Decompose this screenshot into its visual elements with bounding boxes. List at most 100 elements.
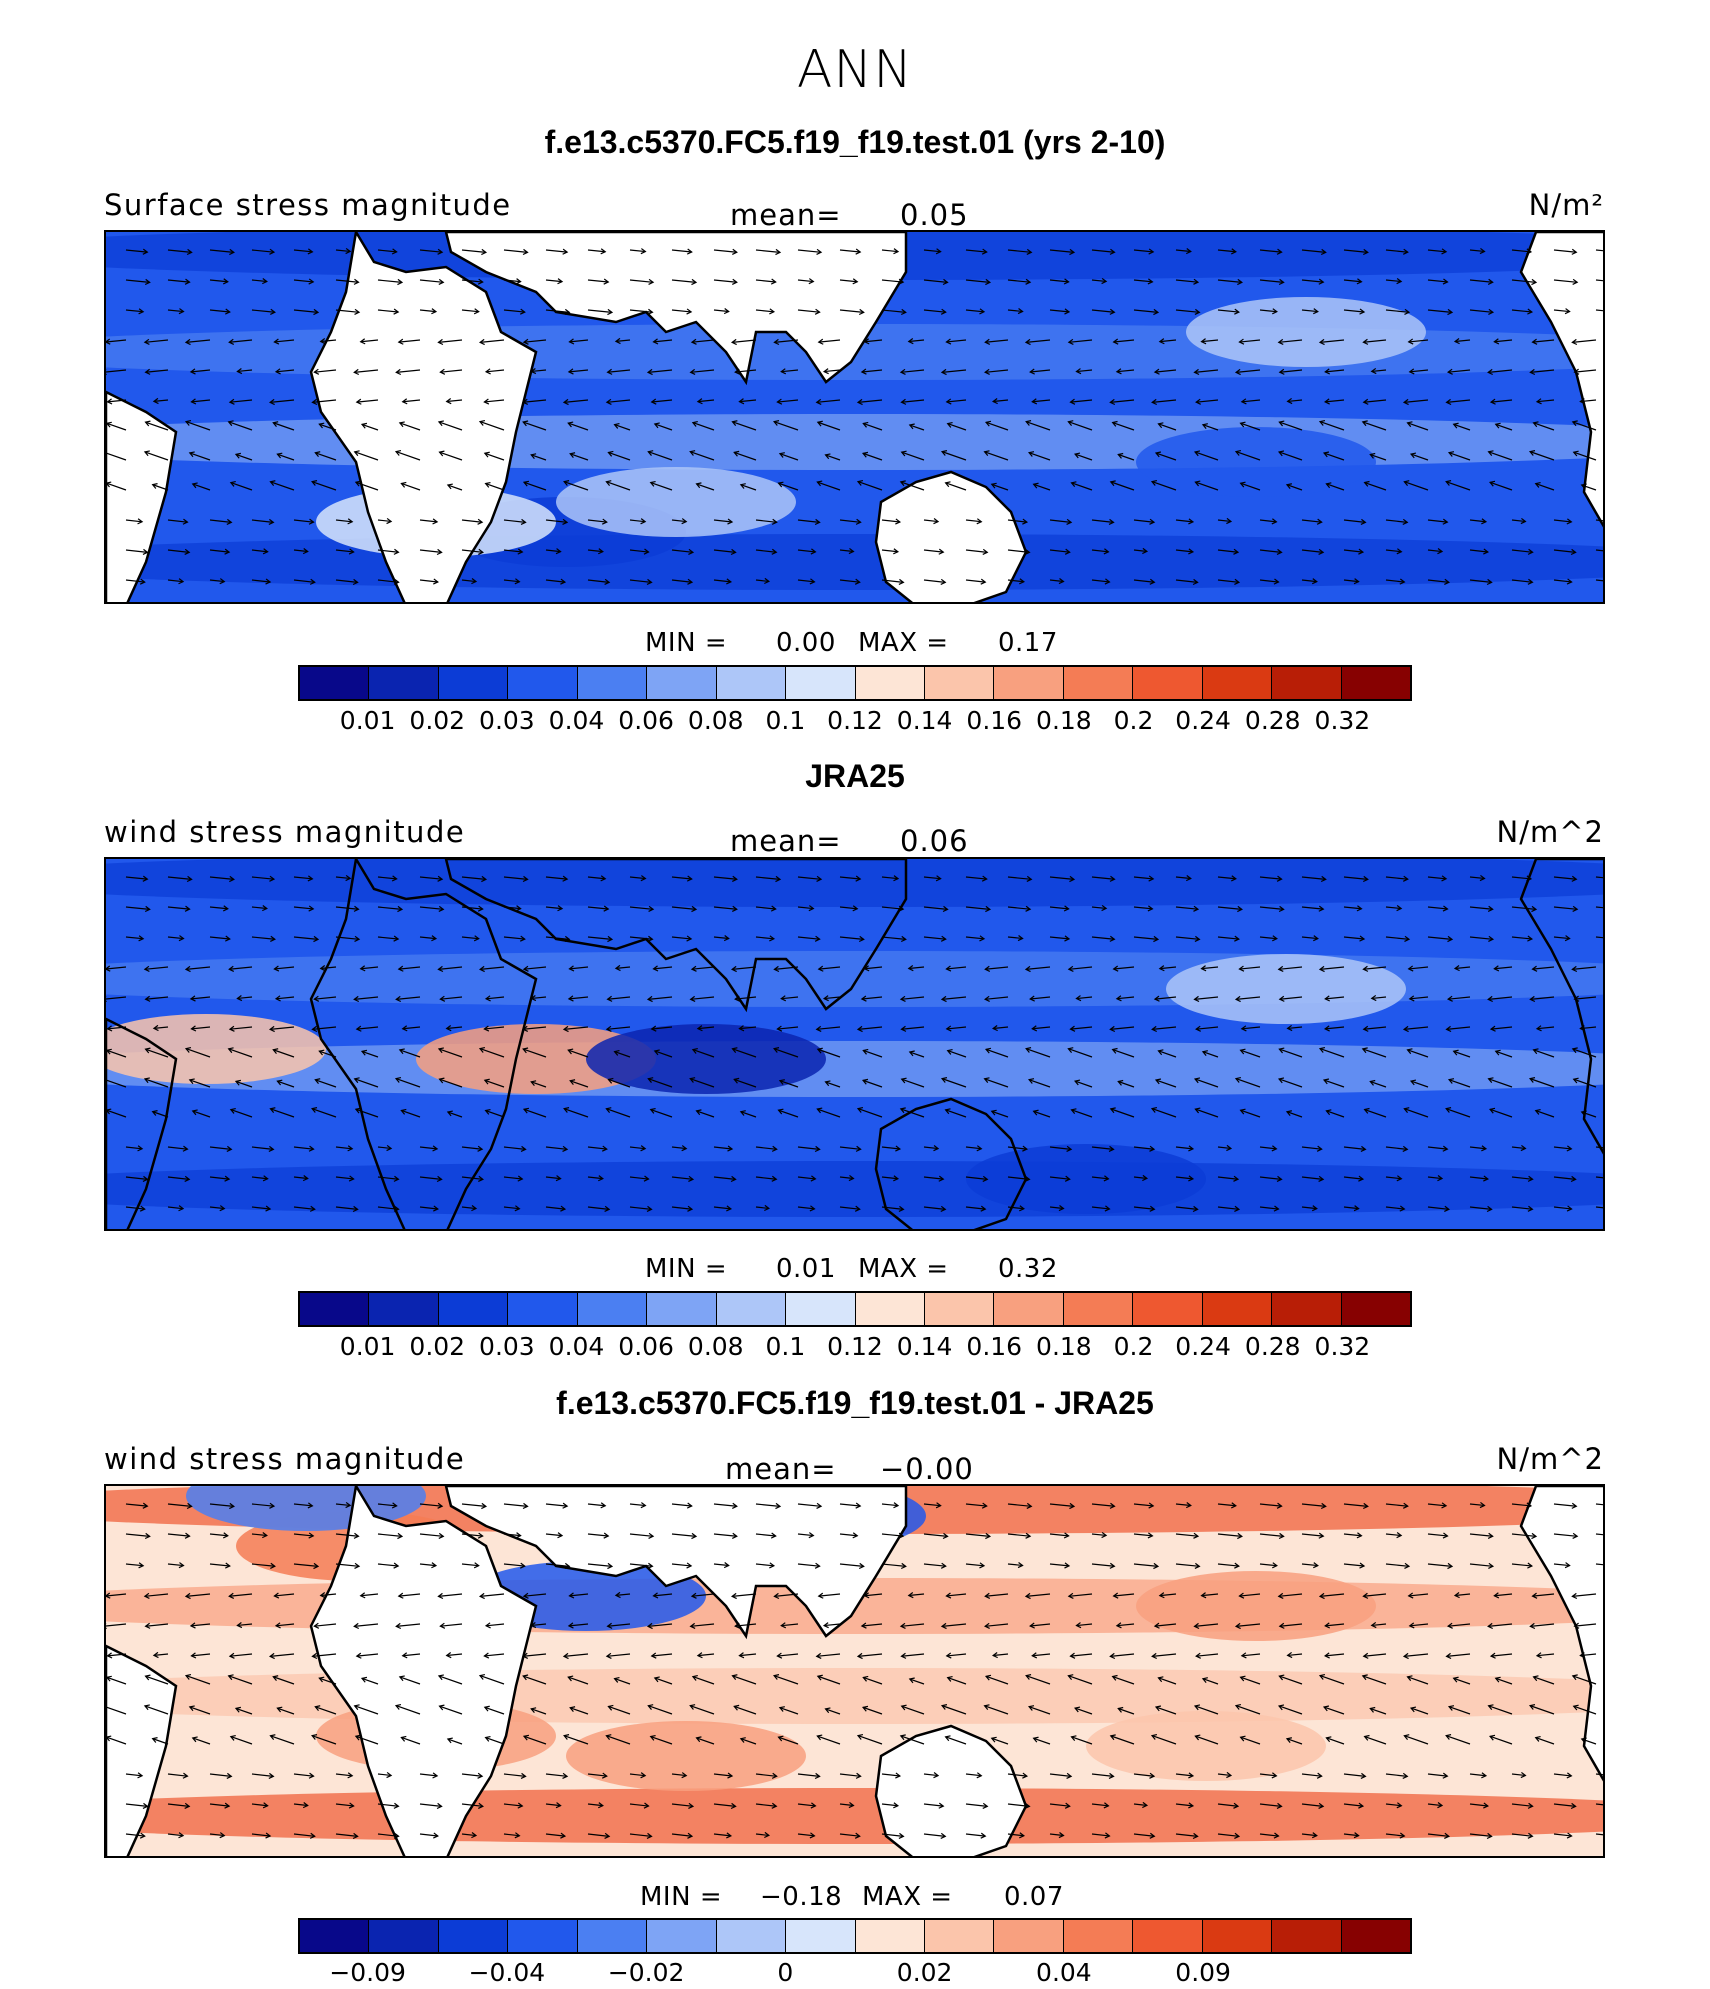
stress-vector [1553, 1206, 1572, 1210]
stress-vector [1112, 1048, 1135, 1058]
colorbar-tick-label: 0 [777, 1958, 794, 1987]
stress-vector-head [151, 1737, 158, 1743]
stress-vector [167, 906, 190, 910]
stress-vector [335, 579, 358, 583]
stress-vector [1259, 1833, 1279, 1837]
stress-vector [563, 1108, 589, 1118]
stress-vector [1074, 1080, 1093, 1088]
stress-vector [461, 309, 479, 313]
stress-vector [185, 339, 211, 343]
panel-3-map [104, 1484, 1605, 1858]
field-contour [1166, 954, 1406, 1024]
stress-vector-head [764, 577, 771, 585]
stress-vector [354, 451, 379, 461]
stress-vector-head [982, 1175, 989, 1182]
stress-vector [1427, 1833, 1449, 1837]
stress-vector [1535, 1737, 1555, 1745]
stress-vector-head [893, 875, 900, 882]
stress-vector-head [614, 964, 621, 972]
stress-vector [1217, 1146, 1231, 1150]
stress-vector-head [613, 422, 620, 429]
colorbar-tick-label: 0.12 [827, 1332, 883, 1361]
field-contour [566, 1721, 806, 1791]
stress-vector [755, 1803, 777, 1807]
stress-vector-head [222, 1532, 229, 1539]
stress-vector-head [1058, 1831, 1065, 1839]
stress-vector [984, 1078, 1009, 1088]
stress-vector-head [726, 1832, 733, 1839]
stress-vector-head [391, 248, 398, 255]
stress-vector [377, 876, 397, 880]
stress-vector [732, 966, 757, 970]
stress-vector [503, 519, 526, 523]
stress-vector-head [1447, 451, 1455, 457]
stress-vector-head [980, 1832, 987, 1839]
stress-vector-head [520, 1772, 527, 1780]
stress-vector-head [1361, 1047, 1368, 1054]
stress-vector-head [568, 338, 575, 345]
stress-vector-head [1494, 1049, 1501, 1056]
stress-vector [1404, 1108, 1429, 1118]
stress-vector [1259, 1533, 1284, 1537]
stress-vector-head [222, 905, 229, 912]
stress-vector [152, 1111, 169, 1118]
stress-vector [946, 399, 967, 403]
stress-vector-head [1194, 1734, 1201, 1741]
stress-vector-head [1370, 367, 1377, 375]
stress-vector [314, 369, 337, 373]
colorbar-tick-label: 0.08 [687, 1332, 744, 1361]
stress-vector [354, 369, 379, 373]
stress-vector-head [983, 368, 990, 375]
stress-vector-head [1070, 481, 1077, 488]
stress-vector-head [603, 278, 610, 285]
stress-vector-head [391, 875, 398, 882]
stress-vector-head [519, 1562, 526, 1569]
stress-vector [777, 399, 799, 403]
stress-vector [1595, 1503, 1603, 1506]
stress-vector [1113, 1593, 1135, 1597]
stress-vector-head [269, 1734, 276, 1740]
stress-vector [568, 369, 589, 373]
stress-vector-head [1117, 1079, 1124, 1086]
stress-vector-head [437, 1047, 444, 1054]
stress-vector [396, 369, 421, 373]
stress-vector [274, 339, 295, 343]
stress-vector-head [1153, 1622, 1160, 1629]
panel-2-units: N/m^2 [1496, 815, 1604, 849]
stress-vector [167, 249, 192, 253]
stress-vector-head [822, 1622, 829, 1629]
stress-vector [545, 1503, 568, 1507]
stress-vector [1032, 399, 1051, 403]
stress-vector [209, 279, 228, 283]
stress-vector [900, 481, 925, 491]
stress-vector-head [1158, 965, 1165, 972]
stress-vector-head [144, 905, 151, 913]
stress-vector-head [1580, 483, 1587, 490]
stress-vector [209, 519, 232, 523]
stress-vector [228, 1675, 253, 1685]
stress-vector-head [397, 1532, 404, 1540]
stress-vector [1595, 1176, 1603, 1179]
stress-vector [755, 1503, 781, 1507]
stress-vector [647, 1623, 673, 1627]
stress-vector [1488, 1078, 1513, 1088]
stress-vector [1025, 339, 1051, 343]
stress-vector-head [446, 1737, 453, 1744]
stress-vector-head [605, 398, 612, 405]
stress-vector-head [1396, 548, 1403, 555]
stress-vector [1343, 936, 1365, 940]
stress-vector-head [562, 1652, 569, 1660]
stress-vector-head [1534, 1735, 1541, 1742]
stress-vector-head [1024, 548, 1031, 556]
stress-vector-head [226, 1145, 233, 1153]
stress-vector [293, 579, 315, 583]
stress-vector [965, 1533, 990, 1537]
stress-vector [1025, 421, 1051, 431]
stress-vector [900, 1623, 925, 1627]
stress-vector-head [945, 1592, 952, 1599]
stress-vector-head [649, 1107, 656, 1114]
stress-vector [1259, 1803, 1282, 1807]
stress-vector-head [1063, 905, 1070, 912]
stress-vector-head [773, 420, 780, 426]
stress-vector [1469, 1503, 1485, 1507]
